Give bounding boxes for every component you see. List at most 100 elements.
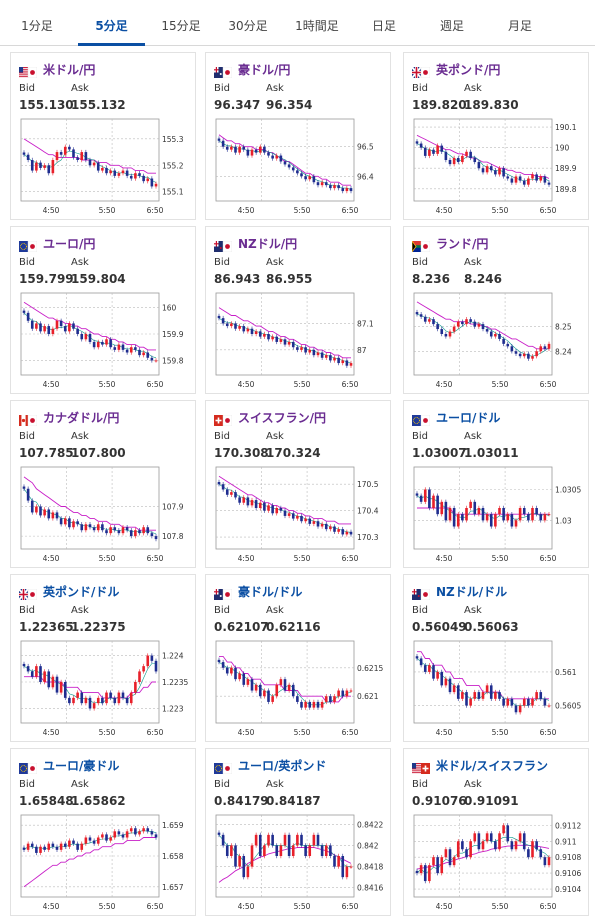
price-chart[interactable]: 0.9112 0.911 0.9108 0.9106 0.9104 4:50 5:50 6:5… xyxy=(410,811,584,913)
currency-card[interactable]: 豪ドル/円 Bid Ask 96.347 96.354 96.5 96.4 4:50 5:50 6… xyxy=(205,52,391,220)
price-chart[interactable]: 1.0305 1.03 4:50 5:50 6:50 xyxy=(410,463,584,565)
candle-body xyxy=(267,505,270,511)
candle-body xyxy=(39,506,42,516)
tab-週足[interactable]: 週足 xyxy=(439,19,464,33)
x-tick-label: 4:50 xyxy=(238,902,255,911)
candle-body xyxy=(88,160,92,166)
candle-body xyxy=(291,167,295,171)
currency-card[interactable]: 米ドル/円 Bid Ask 155.130 155.132 155.3 155.2 155.1… xyxy=(10,52,196,220)
price-chart[interactable]: 0.8422 0.842 0.8418 0.8416 4:50 5:50 6:50 xyxy=(212,811,386,913)
ask-value: 170.324 xyxy=(266,446,321,460)
currency-card[interactable]: ユーロ/英ポンド Bid Ask 0.84179 0.84187 0.8422 0.842 0… xyxy=(205,748,391,916)
candle-body xyxy=(333,696,336,702)
x-tick-label: 4:50 xyxy=(238,554,255,563)
currency-card[interactable]: 米ドル/スイスフラン Bid Ask 0.91076 0.91091 0.9112 0.91… xyxy=(403,748,589,916)
candle-body xyxy=(547,857,551,866)
pair-name[interactable]: カナダドル/円 xyxy=(43,411,120,425)
bid-value: 0.62107 xyxy=(214,620,269,634)
price-chart[interactable]: 8.25 8.24 4:50 5:50 6:50 xyxy=(410,289,584,391)
price-chart[interactable]: 1.224 1.2235 1.223 4:50 5:50 6:50 xyxy=(17,637,191,739)
x-tick-label: 5:50 xyxy=(294,902,311,911)
gb-flag-icon xyxy=(411,63,431,79)
y-tick-label: 1.657 xyxy=(162,883,184,892)
price-chart[interactable]: 87.1 87 4:50 5:50 6:50 xyxy=(212,289,386,391)
currency-card[interactable]: NZドル/円 Bid Ask 86.943 86.955 87.1 87 4:50 5:50 6:… xyxy=(205,226,391,394)
pair-name[interactable]: 英ポンド/円 xyxy=(436,63,501,77)
tab-15分足[interactable]: 15分足 xyxy=(161,19,201,33)
candle-body xyxy=(473,833,477,842)
candle-body xyxy=(283,510,287,516)
pair-name[interactable]: ユーロ/英ポンド xyxy=(238,759,327,773)
candle-body xyxy=(217,659,221,663)
currency-card[interactable]: ユーロ/豪ドル Bid Ask 1.65848 1.65862 1.659 1.658 1.6… xyxy=(10,748,196,916)
candle-body xyxy=(535,841,538,850)
pair-name[interactable]: ユーロ/ドル xyxy=(436,411,501,425)
candle-body xyxy=(134,828,137,835)
price-chart[interactable]: 0.6215 0.621 4:50 5:50 6:50 xyxy=(212,637,386,739)
price-chart[interactable]: 96.5 96.4 4:50 5:50 6:50 xyxy=(212,115,386,217)
pair-name[interactable]: スイスフラン/円 xyxy=(238,411,327,425)
pair-name[interactable]: ユーロ/豪ドル xyxy=(43,759,120,773)
pair-name[interactable]: 豪ドル/円 xyxy=(238,63,291,77)
pair-name[interactable]: 米ドル/円 xyxy=(43,63,96,77)
tab-30分足[interactable]: 30分足 xyxy=(228,19,268,33)
ask-label: Ask xyxy=(71,431,89,442)
price-chart[interactable]: 170.5 170.4 170.3 4:50 5:50 6:50 xyxy=(212,463,386,565)
pair-name[interactable]: NZドル/円 xyxy=(238,237,298,251)
y-tick-label: 155.2 xyxy=(162,161,184,170)
price-chart[interactable]: 1.659 1.658 1.657 4:50 5:50 6:50 xyxy=(17,811,191,913)
bid-value: 155.130 xyxy=(19,98,74,112)
price-chart[interactable]: 190.1 190 189.9 189.8 4:50 5:50 6:50 xyxy=(410,115,584,217)
tab-1時間足[interactable]: 1時間足 xyxy=(295,19,339,33)
price-chart[interactable]: 107.9 107.8 4:50 5:50 6:50 xyxy=(17,463,191,565)
pair-name[interactable]: ユーロ/円 xyxy=(43,237,96,251)
candle-body xyxy=(22,486,26,489)
candle-body xyxy=(345,690,349,697)
candle-body xyxy=(547,705,551,707)
candle-body xyxy=(320,352,324,358)
candle-body xyxy=(142,175,145,182)
eu-flag-icon xyxy=(412,411,431,427)
candle-body xyxy=(39,666,42,682)
candle-body xyxy=(47,326,51,334)
pair-name[interactable]: NZドル/ドル xyxy=(436,585,508,599)
gb-flag-icon xyxy=(18,585,38,601)
currency-card[interactable]: ユーロ/ドル Bid Ask 1.03007 1.03011 1.0305 1.03 4:50… xyxy=(403,400,589,568)
x-tick-label: 5:50 xyxy=(99,554,116,563)
candle-body xyxy=(333,526,336,532)
candle-body xyxy=(448,849,452,866)
pair-name[interactable]: ランド/円 xyxy=(436,237,489,251)
candle-body xyxy=(481,168,485,173)
candle-body xyxy=(134,682,137,693)
candle-body xyxy=(535,174,538,181)
pair-name[interactable]: 米ドル/スイスフラン xyxy=(436,759,549,773)
candle-body xyxy=(436,671,439,679)
currency-card[interactable]: ランド/円 Bid Ask 8.236 8.246 8.25 8.24 4:50 5:50 6:5… xyxy=(403,226,589,394)
tab-5分足[interactable]: 5分足 xyxy=(78,8,145,46)
price-chart[interactable]: 0.561 0.5605 4:50 5:50 6:50 xyxy=(410,637,584,739)
pair-name[interactable]: 英ポンド/ドル xyxy=(43,585,120,599)
ask-label: Ask xyxy=(71,83,89,94)
candle-body xyxy=(423,489,427,502)
price-chart[interactable]: 155.3 155.2 155.1 4:50 5:50 6:50 xyxy=(17,115,191,217)
candle-body xyxy=(117,530,121,534)
pair-name[interactable]: 豪ドル/ドル xyxy=(238,585,303,599)
candle-body xyxy=(316,352,320,356)
currency-card[interactable]: 英ポンド/円 Bid Ask 189.820 189.830 190.1 190 189.9 1… xyxy=(403,52,589,220)
candle-body xyxy=(304,176,307,180)
currency-card[interactable]: 豪ドル/ドル Bid Ask 0.62107 0.62116 0.6215 0.621 4:5… xyxy=(205,574,391,742)
currency-card[interactable]: NZドル/ドル Bid Ask 0.56049 0.56063 0.561 0.5605 4:… xyxy=(403,574,589,742)
currency-card[interactable]: スイスフラン/円 Bid Ask 170.308 170.324 170.5 170.4 17… xyxy=(205,400,391,568)
candle-body xyxy=(320,182,324,186)
candle-body xyxy=(225,146,229,150)
tab-日足[interactable]: 日足 xyxy=(371,19,396,33)
currency-card[interactable]: ユーロ/円 Bid Ask 159.799 159.804 160 159.9 159.8 4:… xyxy=(10,226,196,394)
tab-月足[interactable]: 月足 xyxy=(507,19,532,33)
candle-body xyxy=(527,698,530,706)
price-chart[interactable]: 160 159.9 159.8 4:50 5:50 6:50 xyxy=(17,289,191,391)
candle-body xyxy=(72,697,75,704)
currency-card[interactable]: カナダドル/円 Bid Ask 107.785 107.800 107.9 107.8 4:5… xyxy=(10,400,196,568)
candle-body xyxy=(506,698,510,706)
tab-1分足[interactable]: 1分足 xyxy=(21,19,53,33)
currency-card[interactable]: 英ポンド/ドル Bid Ask 1.22365 1.22375 1.224 1.2235 1.… xyxy=(10,574,196,742)
